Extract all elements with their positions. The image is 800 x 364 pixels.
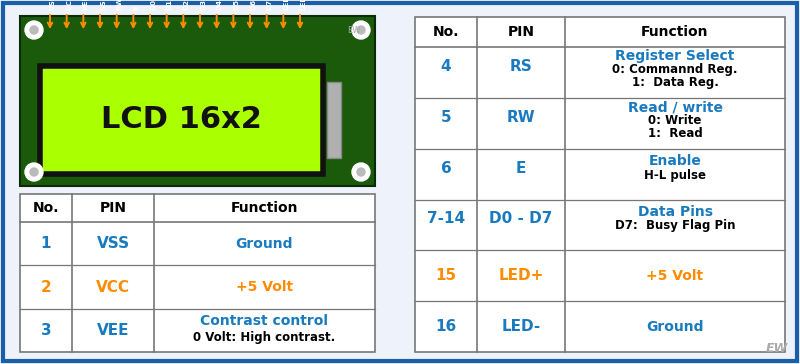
Text: Function: Function bbox=[230, 201, 298, 215]
Text: 15: 15 bbox=[435, 268, 457, 283]
Text: 0: Commannd Reg.: 0: Commannd Reg. bbox=[612, 63, 738, 76]
Text: +5 Volt: +5 Volt bbox=[646, 269, 703, 283]
Text: 2: 2 bbox=[41, 280, 51, 294]
Text: LED+: LED+ bbox=[283, 0, 290, 10]
Text: Contrast control: Contrast control bbox=[201, 314, 329, 328]
Text: 7-14: 7-14 bbox=[427, 211, 465, 226]
Text: Ground: Ground bbox=[646, 320, 704, 333]
Text: RS: RS bbox=[510, 59, 532, 74]
Text: VEE: VEE bbox=[83, 0, 90, 10]
Text: 0 Volt: High contrast.: 0 Volt: High contrast. bbox=[194, 331, 336, 344]
Text: D4: D4 bbox=[217, 0, 222, 10]
Text: EW: EW bbox=[766, 341, 788, 355]
Text: D5: D5 bbox=[234, 0, 239, 10]
Text: LCD 16x2: LCD 16x2 bbox=[101, 106, 262, 135]
Text: VCC: VCC bbox=[66, 0, 73, 10]
Text: Data Pins: Data Pins bbox=[638, 205, 713, 219]
Circle shape bbox=[25, 21, 43, 39]
FancyBboxPatch shape bbox=[20, 16, 375, 186]
Circle shape bbox=[357, 26, 365, 34]
Text: D7: D7 bbox=[266, 0, 273, 10]
Circle shape bbox=[352, 163, 370, 181]
Text: No.: No. bbox=[33, 201, 59, 215]
Text: Function: Function bbox=[642, 25, 709, 39]
Text: RW: RW bbox=[117, 0, 122, 10]
Circle shape bbox=[30, 26, 38, 34]
Text: 4: 4 bbox=[441, 59, 451, 74]
Text: E: E bbox=[134, 5, 139, 10]
Text: 16: 16 bbox=[435, 319, 457, 334]
Text: VCC: VCC bbox=[96, 280, 130, 294]
Text: LED+: LED+ bbox=[498, 268, 544, 283]
Text: Register Select: Register Select bbox=[615, 50, 734, 63]
Text: 1: 1 bbox=[41, 236, 51, 251]
Text: 3: 3 bbox=[41, 323, 51, 338]
Text: No.: No. bbox=[433, 25, 459, 39]
Circle shape bbox=[352, 21, 370, 39]
Text: 0: Write: 0: Write bbox=[648, 114, 702, 127]
Text: D0 - D7: D0 - D7 bbox=[490, 211, 553, 226]
Circle shape bbox=[25, 163, 43, 181]
Circle shape bbox=[357, 168, 365, 176]
Text: LED-: LED- bbox=[300, 0, 306, 10]
Text: VSS: VSS bbox=[50, 0, 56, 10]
Text: +5 Volt: +5 Volt bbox=[236, 280, 293, 294]
FancyBboxPatch shape bbox=[40, 66, 323, 174]
FancyBboxPatch shape bbox=[3, 3, 797, 361]
Text: D0: D0 bbox=[150, 0, 156, 10]
FancyBboxPatch shape bbox=[327, 82, 341, 158]
Text: 6: 6 bbox=[441, 161, 451, 175]
Text: VEE: VEE bbox=[97, 323, 130, 338]
Text: 5: 5 bbox=[441, 110, 451, 125]
Text: EW: EW bbox=[347, 26, 361, 35]
Text: D2: D2 bbox=[183, 0, 190, 10]
Text: RW: RW bbox=[506, 110, 535, 125]
Text: D7:  Busy Flag Pin: D7: Busy Flag Pin bbox=[614, 219, 735, 233]
Text: 1:  Read: 1: Read bbox=[648, 127, 702, 140]
Text: Enable: Enable bbox=[649, 154, 702, 168]
Text: RS: RS bbox=[100, 0, 106, 10]
Text: H-L pulse: H-L pulse bbox=[644, 169, 706, 182]
Text: PIN: PIN bbox=[99, 201, 126, 215]
Text: E: E bbox=[516, 161, 526, 175]
Circle shape bbox=[30, 168, 38, 176]
Text: 1:  Data Reg.: 1: Data Reg. bbox=[631, 76, 718, 89]
Text: PIN: PIN bbox=[507, 25, 534, 39]
Text: LED-: LED- bbox=[502, 319, 541, 334]
Text: D1: D1 bbox=[166, 0, 173, 10]
FancyBboxPatch shape bbox=[20, 194, 375, 352]
FancyBboxPatch shape bbox=[415, 17, 785, 352]
Text: VSS: VSS bbox=[97, 236, 130, 251]
Text: D6: D6 bbox=[250, 0, 256, 10]
Text: Read / write: Read / write bbox=[627, 100, 722, 114]
Text: D3: D3 bbox=[200, 0, 206, 10]
Text: Ground: Ground bbox=[236, 237, 294, 251]
